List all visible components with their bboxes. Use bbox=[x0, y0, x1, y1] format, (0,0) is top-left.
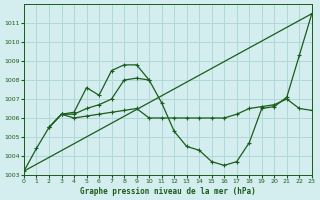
X-axis label: Graphe pression niveau de la mer (hPa): Graphe pression niveau de la mer (hPa) bbox=[80, 187, 256, 196]
